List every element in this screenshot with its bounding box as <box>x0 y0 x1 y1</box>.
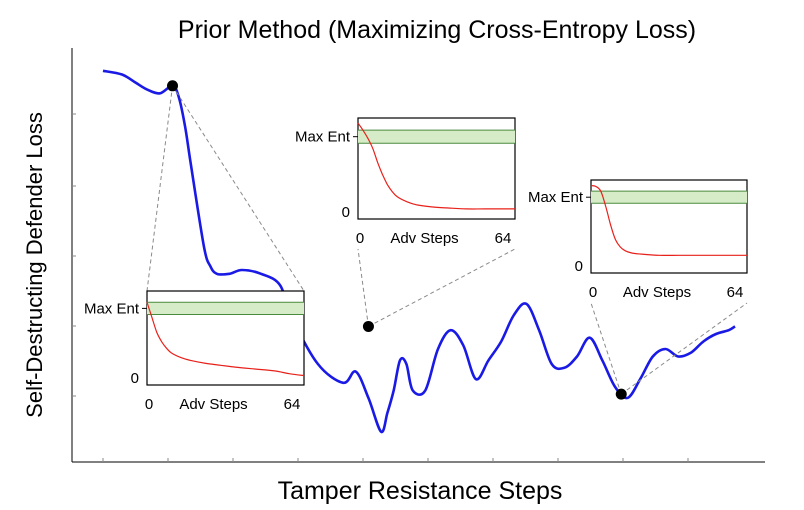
inset-y-tick-label: 0 <box>342 204 350 221</box>
connector-line <box>620 302 748 395</box>
inset-x-tick-label: 64 <box>727 284 744 301</box>
inset-x-axis-label: Adv Steps <box>390 230 458 247</box>
inset-x-axis-label: Adv Steps <box>179 396 247 413</box>
connector-line <box>368 248 516 327</box>
axes <box>71 48 765 463</box>
inset-line <box>590 185 747 256</box>
main-series <box>102 69 736 434</box>
connector-line <box>590 302 622 395</box>
connector-line <box>357 248 369 327</box>
connector-line <box>172 85 305 292</box>
inset-line <box>146 302 305 377</box>
marker-point <box>362 320 374 332</box>
y-axis-label: Self-Destructing Defender Loss <box>22 112 47 418</box>
series-line <box>102 69 736 434</box>
x-axis-label: Tamper Resistance Steps <box>278 477 563 505</box>
inset-connectors <box>146 85 748 395</box>
inset-1: Max Ent 00 64 Adv Steps <box>84 290 305 413</box>
inset-x-tick-label: 64 <box>284 396 301 413</box>
inset-y-tick-label: Max Ent <box>84 300 140 317</box>
inset-line <box>357 122 515 210</box>
inset-2: Max Ent 00 64 Adv Steps <box>295 117 516 247</box>
marker-point <box>615 388 627 400</box>
inset-x-tick-label: 0 <box>356 230 364 247</box>
inset-y-tick-label: 0 <box>575 258 583 275</box>
inset-x-tick-label: 0 <box>145 396 153 413</box>
inset-y-tick-label: 0 <box>131 370 139 387</box>
marker-point <box>167 80 179 92</box>
max-entropy-band <box>591 191 747 204</box>
markers <box>167 80 627 400</box>
max-entropy-band <box>147 302 304 315</box>
chart-title: Prior Method (Maximizing Cross-Entropy L… <box>178 16 696 44</box>
inset-x-tick-label: 64 <box>495 230 512 247</box>
inset-y-tick-label: Max Ent <box>295 129 351 146</box>
inset-x-tick-label: 0 <box>589 284 597 301</box>
inset-3: Max Ent 00 64 Adv Steps <box>528 179 748 301</box>
inset-y-tick-label: Max Ent <box>528 189 584 206</box>
inset-x-axis-label: Adv Steps <box>623 284 691 301</box>
connector-line <box>146 85 174 292</box>
max-entropy-band <box>358 130 515 144</box>
